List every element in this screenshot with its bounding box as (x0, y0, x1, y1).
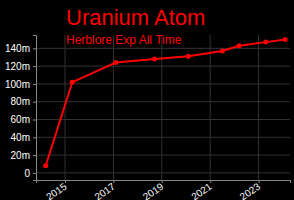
chart: 0 20m 40m 60m 80m 100m 120m 140m 2015 2017 2019 202… (0, 0, 294, 200)
tick-label: 80m (11, 96, 30, 107)
tick-label: 2019 (141, 180, 166, 200)
tick-mark (113, 180, 114, 183)
grid-line (258, 35, 259, 180)
point (186, 54, 191, 59)
point (283, 37, 288, 42)
grid-line (36, 101, 290, 102)
tick-mark (162, 180, 163, 183)
tick: 0 (24, 168, 36, 179)
tick-mark (33, 120, 36, 121)
tick-label: 20m (11, 150, 30, 161)
point (43, 163, 48, 168)
tick-mark (65, 180, 66, 183)
grid-line (210, 35, 211, 180)
plot-area (43, 37, 287, 168)
tick-label: 2017 (93, 180, 118, 200)
tick-mark (33, 66, 36, 67)
grid (36, 35, 290, 180)
tick: 2019 (141, 180, 166, 200)
tick: 20m (11, 150, 36, 161)
point (237, 43, 242, 48)
tick: 2023 (238, 180, 263, 200)
tick-label: 2015 (44, 180, 69, 200)
tick-label: 60m (11, 114, 30, 125)
tick-label: 2021 (189, 180, 214, 200)
tick-mark (259, 180, 260, 183)
grid-line (36, 66, 290, 67)
point (220, 49, 225, 54)
tick: 2015 (44, 180, 69, 200)
tick-mark (33, 137, 36, 138)
point (152, 57, 157, 62)
tick-label: 100m (5, 79, 30, 90)
x-axis: 2015 2017 2019 2021 2023 (37, 180, 291, 200)
point (263, 40, 268, 45)
grid-line (161, 35, 162, 180)
point (113, 60, 118, 65)
title: Uranium Atom (66, 5, 205, 30)
tick-label: 40m (11, 132, 30, 143)
grid-line (36, 155, 290, 156)
grid-line (113, 35, 114, 180)
y-axis: 0 20m 40m 60m 80m 100m 120m 140m (5, 36, 37, 181)
tick-mark (33, 173, 36, 174)
tick: 80m (11, 96, 36, 107)
tick-label: 140m (5, 43, 30, 54)
tick-mark (33, 155, 36, 156)
grid-line (36, 137, 290, 138)
tick-mark (33, 102, 36, 103)
subtitle: Herblore Exp All Time (66, 33, 182, 47)
tick: 2017 (93, 180, 118, 200)
tick: 60m (11, 114, 36, 125)
axis-line (33, 36, 37, 181)
tick-label: 2023 (238, 180, 263, 200)
point (70, 80, 75, 85)
tick-mark (33, 48, 36, 49)
tick: 40m (11, 132, 36, 143)
tick: 120m (5, 61, 36, 72)
tick-label: 0 (24, 168, 30, 179)
grid-line (36, 172, 290, 173)
tick-mark (210, 180, 211, 183)
tick: 100m (5, 79, 36, 90)
grid-line (36, 119, 290, 120)
tick: 2021 (189, 180, 214, 200)
tick-label: 120m (5, 61, 30, 72)
grid-line (36, 48, 290, 49)
tick-mark (33, 84, 36, 85)
tick: 140m (5, 43, 36, 54)
series-line (46, 39, 285, 165)
